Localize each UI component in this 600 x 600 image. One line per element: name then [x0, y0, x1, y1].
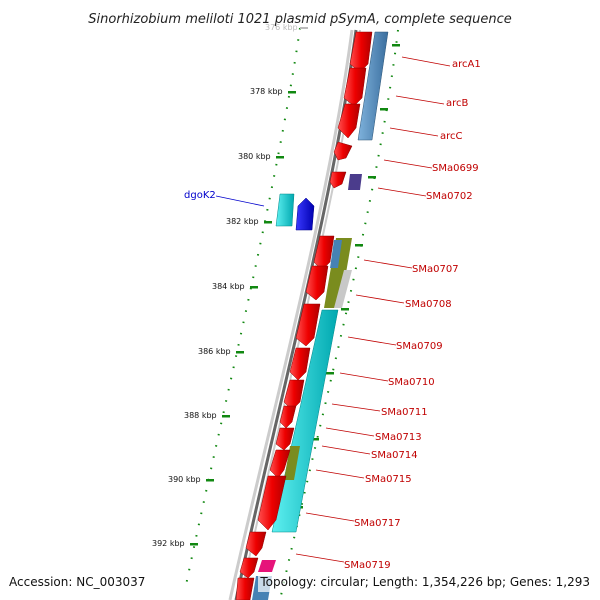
leader-line [363, 259, 413, 269]
gene-label-SMa0707: SMa0707 [412, 264, 459, 275]
cds-arrow [295, 303, 321, 347]
gene-label-arcB: arcB [446, 98, 469, 109]
tick-mark [206, 479, 214, 482]
leader-line [305, 512, 355, 522]
cds-arrow [279, 405, 297, 429]
footer-backdrop [258, 572, 600, 592]
tick-label: 386 kbp [198, 347, 231, 356]
gene-label-SMa0708: SMa0708 [405, 299, 452, 310]
cds-arrow [349, 31, 373, 73]
tick-mark [288, 91, 296, 94]
tick-label: 382 kbp [226, 217, 259, 226]
tick-mark [355, 244, 363, 247]
cog-track [252, 31, 389, 600]
gene-label-SMa0710: SMa0710 [388, 377, 435, 388]
cds-arrow [305, 265, 329, 301]
tick-mark [222, 415, 230, 418]
leader-line [315, 469, 365, 479]
cds-arrow [337, 103, 361, 139]
leader-line-left [215, 195, 265, 207]
gene-label-SMa0709: SMa0709 [396, 341, 443, 352]
leader-line [347, 336, 397, 346]
tick-mark [341, 308, 349, 311]
tick-mark [190, 543, 198, 546]
tick-mark [326, 372, 334, 375]
gene-label-SMa0702: SMa0702 [426, 191, 473, 202]
tick-label: 378 kbp [250, 87, 283, 96]
gene-labels-right: arcA1 arcB arcC SMa0699 SMa0702 SMa0707 … [295, 56, 481, 571]
kbp-ticks: 378 kbp 380 kbp 382 kbp 384 kbp 386 kbp … [152, 87, 296, 548]
gene-label-SMa0719: SMa0719 [344, 560, 391, 571]
tick-label: 380 kbp [238, 152, 271, 161]
gene-label-SMa0711: SMa0711 [381, 407, 428, 418]
cds-arrow [343, 67, 367, 107]
tick-mark [311, 438, 319, 441]
cds-arrow [289, 347, 311, 381]
backbone-line [234, 29, 358, 600]
topology-text: Topology: circular; Length: 1,354,226 bp… [259, 575, 590, 589]
tick-mark [250, 286, 258, 289]
cog-segment-purple [348, 174, 362, 190]
gene-label-arcC: arcC [440, 131, 463, 142]
accession-text: Accession: NC_003037 [9, 575, 145, 589]
tick-mark [236, 351, 244, 354]
cds-track [235, 31, 373, 600]
map-title: Sinorhizobium meliloti 1021 plasmid pSym… [88, 12, 511, 27]
tick-label-partial: 376 kbp [265, 23, 298, 32]
tick-mark [276, 156, 284, 159]
leader-line [295, 553, 345, 563]
tick-mark [392, 44, 400, 47]
gene-label-dgoK2: dgoK2 [184, 190, 216, 201]
tick-mark [368, 176, 376, 179]
tick-mark [264, 221, 272, 224]
cog-segment-gray [334, 270, 352, 308]
tick-label: 390 kbp [168, 475, 201, 484]
gene-label-SMa0699: SMa0699 [432, 163, 479, 174]
gene-label-arcA1: arcA1 [452, 59, 481, 70]
gene-label-SMa0715: SMa0715 [365, 474, 412, 485]
cds-arrow [257, 475, 287, 531]
cds-arrow [245, 531, 267, 557]
tick-mark [380, 108, 388, 111]
leader-line [339, 372, 389, 382]
cds-arrow [329, 171, 347, 189]
tick-label: 384 kbp [212, 282, 245, 291]
cds-arrow [333, 141, 353, 161]
tick-mark-partial [300, 27, 308, 29]
leader-line [401, 56, 451, 67]
cog-segment-olive [284, 446, 300, 480]
gene-label-SMa0713: SMa0713 [375, 432, 422, 443]
cds-arrow [239, 557, 259, 579]
gene-label-SMa0714: SMa0714 [371, 450, 418, 461]
leader-line [389, 127, 439, 137]
backbone-outer [228, 29, 354, 600]
cog-segment-olive [324, 238, 352, 308]
cds-arrow [235, 577, 255, 600]
gene-label-SMa0717: SMa0717 [354, 518, 401, 529]
cog-segment-steel [357, 31, 389, 141]
leader-line [331, 403, 381, 412]
leader-line [355, 294, 405, 304]
cog-segment-steel [330, 240, 342, 268]
cog-segment-cyan-left [275, 193, 295, 227]
leader-line [325, 427, 375, 437]
leader-line [383, 159, 433, 169]
tick-label: 388 kbp [184, 411, 217, 420]
cds-arrow [269, 449, 291, 479]
cds-arrow [275, 427, 295, 451]
leader-line [377, 187, 427, 197]
dgoK2-arrow [295, 197, 315, 231]
tick-label: 392 kbp [152, 539, 185, 548]
leader-line [321, 445, 371, 455]
leader-line [395, 95, 445, 105]
cog-segment-magenta [258, 560, 276, 572]
